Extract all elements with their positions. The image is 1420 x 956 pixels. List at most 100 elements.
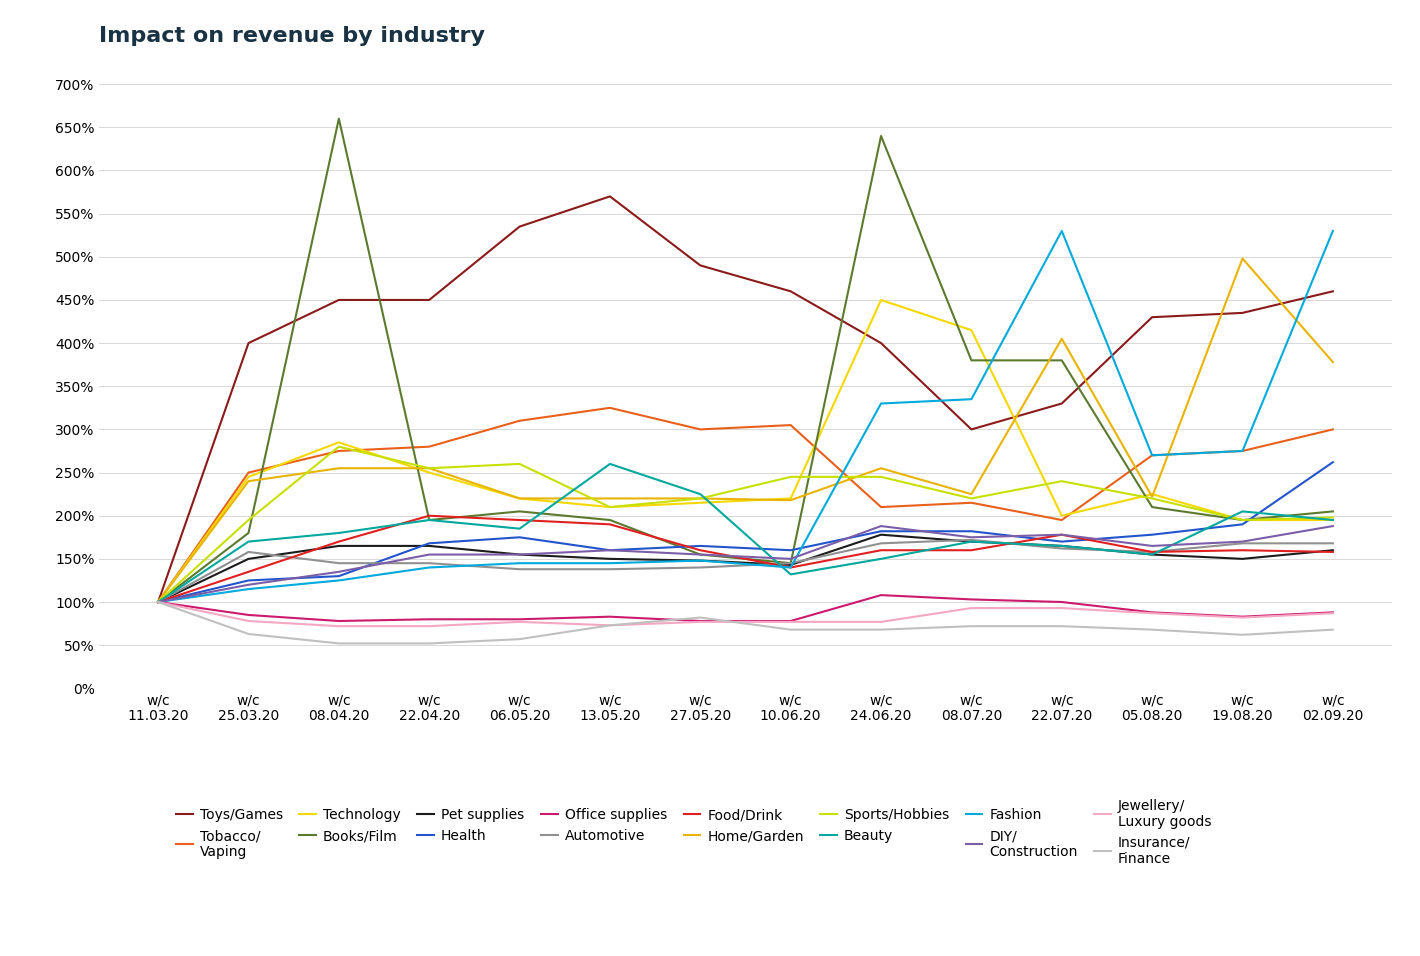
DIY/
Construction [1054,529,1071,540]
Fashion [149,597,166,608]
Tobacco/
Vaping [1054,514,1071,526]
Technology [692,497,709,509]
Beauty [240,536,257,548]
Technology [240,471,257,483]
Office supplies [782,616,799,627]
Health [872,526,889,537]
Sports/Hobbies [872,471,889,483]
Technology [602,501,619,512]
Sports/Hobbies [963,492,980,504]
Books/Film [240,528,257,539]
Line: Automotive: Automotive [158,540,1333,602]
Tobacco/
Vaping [963,497,980,509]
Beauty [420,514,437,526]
Beauty [782,569,799,580]
Health [692,540,709,552]
Home/Garden [420,463,437,474]
Fashion [1054,226,1071,237]
Jewellery/
Luxury goods [420,620,437,632]
Insurance/
Finance [692,612,709,623]
Office supplies [1234,611,1251,622]
Pet supplies [511,549,528,560]
Beauty [331,528,348,539]
Health [511,532,528,543]
DIY/
Construction [240,579,257,591]
Tobacco/
Vaping [602,402,619,414]
Insurance/
Finance [1054,620,1071,632]
Jewellery/
Luxury goods [331,620,348,632]
Jewellery/
Luxury goods [149,597,166,608]
DIY/
Construction [1325,520,1342,532]
Line: Technology: Technology [158,300,1333,602]
Automotive [331,557,348,569]
DIY/
Construction [420,549,437,560]
Sports/Hobbies [1143,492,1160,504]
Tobacco/
Vaping [240,467,257,478]
Home/Garden [511,492,528,504]
Technology [1143,489,1160,500]
Pet supplies [1325,545,1342,556]
Books/Film [511,506,528,517]
Fashion [511,557,528,569]
Food/Drink [1234,545,1251,556]
Sports/Hobbies [1325,511,1342,523]
Pet supplies [420,540,437,552]
Books/Film [602,514,619,526]
Insurance/
Finance [782,624,799,636]
Toys/Games [1054,398,1071,409]
Beauty [511,523,528,534]
Sports/Hobbies [782,471,799,483]
Toys/Games [420,294,437,306]
Home/Garden [963,489,980,500]
Sports/Hobbies [1234,514,1251,526]
Sports/Hobbies [1054,475,1071,487]
Toys/Games [1234,307,1251,318]
Pet supplies [1054,540,1071,552]
Tobacco/
Vaping [149,597,166,608]
Food/Drink [1054,529,1071,540]
Pet supplies [1234,554,1251,565]
Beauty [602,458,619,469]
Automotive [872,537,889,549]
Line: Insurance/
Finance: Insurance/ Finance [158,602,1333,643]
Legend: Toys/Games, Tobacco/
Vaping, Technology, Books/Film, Pet supplies, Health, Offic: Toys/Games, Tobacco/ Vaping, Technology,… [169,792,1218,873]
Food/Drink [602,518,619,530]
Health [782,545,799,556]
Health [1234,518,1251,530]
Tobacco/
Vaping [331,445,348,457]
Jewellery/
Luxury goods [1143,607,1160,619]
Insurance/
Finance [963,620,980,632]
Health [420,537,437,549]
Jewellery/
Luxury goods [692,616,709,627]
Beauty [1054,540,1071,552]
Home/Garden [1054,333,1071,344]
Home/Garden [1234,252,1251,264]
Insurance/
Finance [1325,624,1342,636]
Toys/Games [782,286,799,297]
Health [240,575,257,586]
Technology [782,492,799,504]
Office supplies [511,614,528,625]
Office supplies [149,597,166,608]
Technology [1234,514,1251,526]
Fashion [240,583,257,595]
Books/Film [782,557,799,569]
Pet supplies [149,597,166,608]
Toys/Games [1143,312,1160,323]
Automotive [1325,537,1342,549]
Pet supplies [782,559,799,571]
Office supplies [1054,597,1071,608]
Beauty [149,597,166,608]
DIY/
Construction [602,545,619,556]
Automotive [1143,546,1160,557]
Technology [1325,514,1342,526]
Fashion [872,398,889,409]
Home/Garden [1143,491,1160,503]
Beauty [692,489,709,500]
Technology [149,597,166,608]
Toys/Games [149,597,166,608]
Toys/Games [963,424,980,435]
Line: Pet supplies: Pet supplies [158,534,1333,602]
Insurance/
Finance [511,634,528,645]
Beauty [963,536,980,548]
